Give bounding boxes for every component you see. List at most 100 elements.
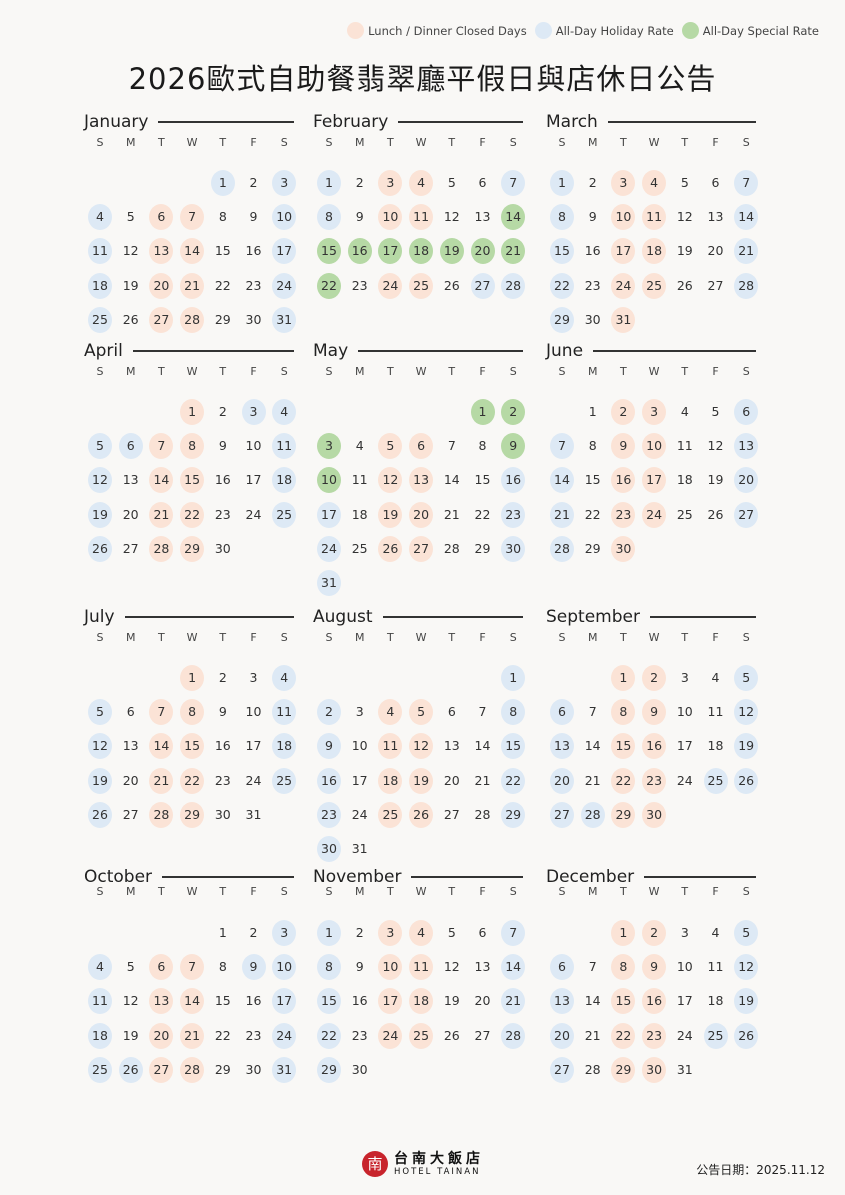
weekday-label: S xyxy=(742,631,750,644)
day-cell-normal: 2 xyxy=(355,925,364,940)
day-cell-holiday: 5 xyxy=(88,699,112,726)
day-cell-holiday: 24 xyxy=(272,1022,297,1049)
day-cell-special: 16 xyxy=(347,238,372,265)
day-cell-normal: 5 xyxy=(126,959,135,975)
month-september: September S M T W T F S 1 2 3 4 5 6 7 8 9 10 11 12 13 14 15 16 1… xyxy=(546,607,759,828)
month-february: February S M T W T F S 1 2 3 4 5 6 7 8 9 10 11 12 13 14 15 16 17… xyxy=(313,112,526,299)
day-cell-holiday: 23 xyxy=(501,501,526,528)
weekday-label: S xyxy=(509,885,517,898)
month-march: March S M T W T F S 1 2 3 4 5 6 7 8 9 10 11 12 13 14 15 16 17 18 1… xyxy=(546,112,759,333)
day-cell-special: 17 xyxy=(378,238,403,265)
day-cell-normal: 30 xyxy=(245,1061,262,1077)
closed-dot-icon xyxy=(347,22,365,39)
day-cell-holiday: 6 xyxy=(550,699,574,726)
day-cell-closed: 15 xyxy=(180,733,205,760)
day-cell-closed: 25 xyxy=(409,272,434,299)
day-cell-holiday: 11 xyxy=(88,988,112,1015)
day-cell-special: 20 xyxy=(470,238,495,265)
divider xyxy=(607,121,756,123)
weekday-label: W xyxy=(415,631,427,644)
day-cell-holiday: 30 xyxy=(501,535,526,562)
day-cell-holiday: 27 xyxy=(470,272,495,299)
weekday-label: F xyxy=(250,885,257,898)
day-cell-normal: 31 xyxy=(351,841,368,856)
day-cell-normal: 27 xyxy=(474,1027,491,1043)
day-cell-normal: 3 xyxy=(355,704,364,720)
weekday-label: W xyxy=(186,136,198,149)
legend-special: All-Day Special Rate xyxy=(681,22,819,39)
day-cell-holiday: 8 xyxy=(317,954,341,981)
month-name: November xyxy=(313,867,402,887)
day-cell-closed: 22 xyxy=(180,767,205,794)
weekday-label: F xyxy=(479,365,486,378)
day-cell-special: 18 xyxy=(409,238,434,265)
day-cell-holiday: 4 xyxy=(88,204,112,231)
day-cell-normal: 9 xyxy=(218,438,227,454)
day-cell-closed: 19 xyxy=(378,501,403,528)
weekday-label: F xyxy=(479,136,486,149)
weekday-label: F xyxy=(712,631,719,644)
day-cell-normal: 6 xyxy=(478,925,487,940)
day-cell-closed: 2 xyxy=(642,920,667,946)
day-cell-normal: 22 xyxy=(214,277,231,293)
day-cell-normal: 7 xyxy=(588,704,597,720)
day-cell-normal: 5 xyxy=(680,175,689,190)
day-cell-closed: 17 xyxy=(642,467,667,494)
day-cell-closed: 3 xyxy=(642,399,667,425)
day-cell-holiday: 26 xyxy=(734,1022,759,1049)
day-cell-closed: 3 xyxy=(611,170,636,196)
day-cell-closed: 16 xyxy=(611,467,636,494)
day-cell-special: 14 xyxy=(501,204,526,231)
day-cell-holiday: 6 xyxy=(734,399,759,425)
day-cell-normal: 26 xyxy=(707,506,724,522)
legend-label: All-Day Special Rate xyxy=(702,23,819,38)
day-cell-normal: 23 xyxy=(351,277,368,293)
day-cell-normal: 14 xyxy=(584,738,601,754)
day-cell-holiday: 4 xyxy=(272,399,297,425)
month-october: October S M T W T F S 1 2 3 4 5 6 7 8 9 10 11 12 13 14 15 16 17 1… xyxy=(84,867,297,1083)
day-cell-normal: 4 xyxy=(711,925,720,940)
day-cell-normal: 11 xyxy=(707,959,724,975)
day-cell-holiday: 13 xyxy=(550,733,574,760)
month-header: February xyxy=(313,112,523,132)
weekday-label: W xyxy=(186,631,198,644)
day-cell-closed: 8 xyxy=(611,954,636,981)
weekday-label: S xyxy=(280,365,288,378)
day-cell-normal: 12 xyxy=(707,438,724,454)
day-cell-closed: 3 xyxy=(378,920,403,946)
day-cell-normal: 14 xyxy=(443,472,460,488)
day-cell-closed: 30 xyxy=(611,535,636,562)
day-cell-holiday: 29 xyxy=(317,1056,341,1083)
day-cell-normal: 28 xyxy=(443,540,460,556)
weekday-label: S xyxy=(280,136,288,149)
day-cell-closed: 30 xyxy=(642,1056,667,1083)
weekday-label: M xyxy=(587,136,598,149)
day-cell-normal: 2 xyxy=(218,670,227,685)
day-cell-closed: 14 xyxy=(180,238,205,265)
day-cell-holiday: 15 xyxy=(550,238,574,265)
day-cell-normal: 19 xyxy=(122,277,139,293)
day-cell-normal: 1 xyxy=(218,925,227,940)
day-cell-normal: 10 xyxy=(245,438,262,454)
weekday-label: S xyxy=(742,885,750,898)
day-cell-normal: 28 xyxy=(584,1061,601,1077)
day-cell-normal: 14 xyxy=(584,993,601,1009)
day-cell-holiday: 25 xyxy=(272,767,297,794)
day-cell-holiday: 26 xyxy=(734,767,759,794)
day-cell-normal: 18 xyxy=(351,506,368,522)
day-cell-closed: 1 xyxy=(180,665,205,691)
day-cell-closed: 26 xyxy=(378,535,403,562)
day-cell-normal: 10 xyxy=(676,704,693,720)
weekday-label: W xyxy=(186,885,198,898)
day-cell-holiday: 24 xyxy=(317,535,341,562)
day-cell-special: 10 xyxy=(317,467,341,494)
legend-label: Lunch / Dinner Closed Days xyxy=(368,23,527,38)
day-cell-normal: 12 xyxy=(443,209,460,225)
day-cell-holiday: 31 xyxy=(272,1056,297,1083)
weekday-label: S xyxy=(509,365,517,378)
day-cell-holiday: 17 xyxy=(272,988,297,1015)
month-header: July xyxy=(84,607,294,627)
day-cell-normal: 30 xyxy=(214,806,231,822)
month-july: July S M T W T F S 1 2 3 4 5 6 7 8 9 10 11 12 13 14 15 16 17 18 19… xyxy=(84,607,297,828)
day-cell-normal: 13 xyxy=(443,738,460,754)
